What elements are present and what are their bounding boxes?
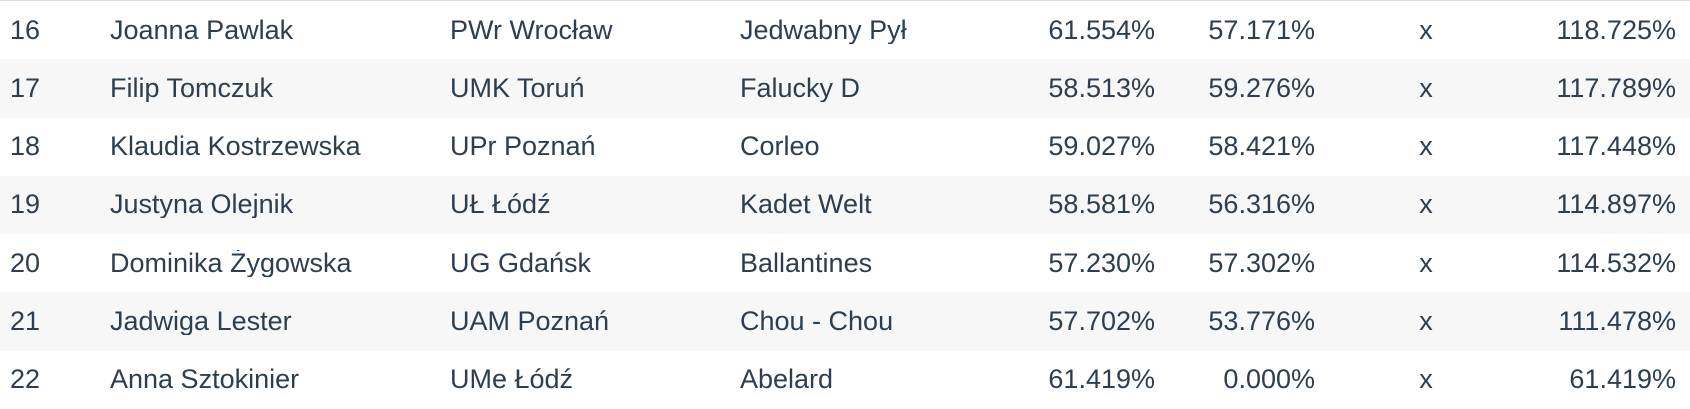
cell-score-round2: 57.302%	[1208, 249, 1315, 277]
cell-rank: 22	[10, 366, 41, 394]
cell-club: UMK Toruń	[450, 74, 585, 102]
cell-rider-name: Jadwiga Lester	[110, 308, 292, 336]
table-row[interactable]: 17 Filip Tomczuk UMK Toruń Falucky D 58.513%…	[0, 59, 1690, 118]
cell-total-score: 117.789%	[1556, 74, 1676, 102]
cell-score-round2: 58.421%	[1208, 133, 1315, 161]
cell-score-round1: 57.230%	[1048, 249, 1155, 277]
table-row[interactable]: 22 Anna Sztokinier UMe Łódź Abelard 61.419% 0…	[0, 350, 1690, 409]
cell-rank: 21	[10, 308, 41, 336]
cell-rider-name: Klaudia Kostrzewska	[110, 133, 361, 161]
cell-rank: 19	[10, 191, 41, 219]
cell-rider-name: Dominika Żygowska	[110, 249, 352, 277]
cell-horse-name: Ballantines	[740, 249, 873, 277]
table-row[interactable]: 16 Joanna Pawlak PWr Wrocław Jedwabny Pył 61…	[0, 1, 1690, 60]
cell-elimination-mark: x	[1419, 308, 1433, 336]
cell-rank: 18	[10, 133, 41, 161]
cell-rider-name: Justyna Olejnik	[110, 191, 294, 219]
cell-score-round2: 57.171%	[1208, 16, 1315, 44]
cell-elimination-mark: x	[1419, 133, 1433, 161]
table-row[interactable]: 19 Justyna Olejnik UŁ Łódź Kadet Welt 58.581…	[0, 175, 1690, 235]
cell-elimination-mark: x	[1419, 74, 1433, 102]
cell-club: UG Gdańsk	[450, 249, 592, 277]
cell-score-round1: 61.554%	[1048, 16, 1155, 44]
cell-horse-name: Abelard	[740, 366, 834, 394]
cell-rider-name: Anna Sztokinier	[110, 366, 300, 394]
cell-rank: 16	[10, 16, 41, 44]
cell-horse-name: Kadet Welt	[740, 191, 872, 219]
cell-horse-name: Jedwabny Pył	[740, 16, 907, 44]
cell-total-score: 114.532%	[1556, 249, 1676, 277]
cell-club: PWr Wrocław	[450, 16, 613, 44]
cell-club: UAM Poznań	[450, 308, 610, 336]
cell-total-score: 111.478%	[1558, 308, 1676, 336]
table-row[interactable]: 20 Dominika Żygowska UG Gdańsk Ballantines 5…	[0, 234, 1690, 293]
table-row[interactable]: 21 Jadwiga Lester UAM Poznań Chou - Chou 57.…	[0, 292, 1690, 351]
cell-club: UPr Poznań	[450, 133, 596, 161]
cell-score-round2: 0.000%	[1223, 366, 1315, 394]
cell-rank: 20	[10, 249, 41, 277]
cell-elimination-mark: x	[1419, 16, 1433, 44]
cell-total-score: 118.725%	[1556, 16, 1676, 44]
cell-score-round2: 56.316%	[1208, 191, 1315, 219]
cell-elimination-mark: x	[1419, 191, 1433, 219]
cell-horse-name: Falucky D	[740, 74, 861, 102]
cell-total-score: 117.448%	[1556, 133, 1676, 161]
cell-rider-name: Joanna Pawlak	[110, 16, 294, 44]
cell-club: UŁ Łódź	[450, 191, 551, 219]
cell-total-score: 114.897%	[1556, 191, 1676, 219]
cell-club: UMe Łódź	[450, 366, 574, 394]
table-row[interactable]: 18 Klaudia Kostrzewska UPr Poznań Corleo 59.…	[0, 117, 1690, 176]
cell-elimination-mark: x	[1419, 249, 1433, 277]
cell-score-round1: 61.419%	[1048, 366, 1155, 394]
cell-score-round1: 59.027%	[1048, 133, 1155, 161]
cell-rank: 17	[10, 74, 41, 102]
cell-score-round1: 58.581%	[1048, 191, 1155, 219]
cell-horse-name: Corleo	[740, 133, 820, 161]
cell-score-round1: 57.702%	[1048, 308, 1155, 336]
cell-score-round2: 53.776%	[1208, 308, 1315, 336]
cell-elimination-mark: x	[1419, 366, 1433, 394]
cell-horse-name: Chou - Chou	[740, 308, 894, 336]
cell-total-score: 61.419%	[1569, 366, 1676, 394]
cell-score-round2: 59.276%	[1208, 74, 1315, 102]
cell-score-round1: 58.513%	[1048, 74, 1155, 102]
cell-rider-name: Filip Tomczuk	[110, 74, 274, 102]
